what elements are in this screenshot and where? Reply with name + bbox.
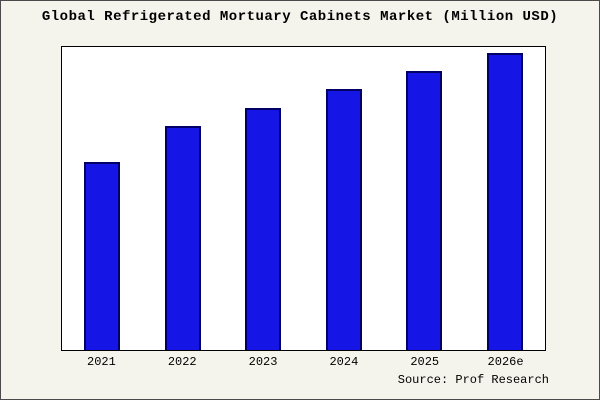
- bar-2021: [84, 162, 121, 350]
- bar-2024: [325, 89, 362, 350]
- bar-column-2021: [62, 47, 143, 350]
- source-text: Source: Prof Research: [397, 373, 549, 387]
- plot-area: [61, 46, 546, 351]
- bar-2025: [406, 71, 443, 350]
- bar-2023: [245, 107, 282, 350]
- bar-column-2022: [143, 47, 224, 350]
- bar-2022: [164, 125, 201, 350]
- x-tick-label-2026e: 2026e: [487, 355, 524, 369]
- x-tick-label-2023: 2023: [248, 355, 278, 369]
- bar-column-2023: [223, 47, 304, 350]
- bars-container: [62, 47, 545, 350]
- x-tick-label-2025: 2025: [410, 355, 440, 369]
- x-axis-tick-labels: 2021 2022 2023 2024 2025 2026e: [61, 355, 546, 369]
- bar-column-2024: [304, 47, 385, 350]
- x-tick-label-2024: 2024: [329, 355, 359, 369]
- x-tick-label-2021: 2021: [87, 355, 116, 369]
- bar-column-2025: [384, 47, 465, 350]
- chart-title: Global Refrigerated Mortuary Cabinets Ma…: [41, 9, 559, 25]
- bar-2026e: [486, 53, 523, 350]
- x-tick-label-2022: 2022: [167, 355, 197, 369]
- bar-column-2026e: [465, 47, 546, 350]
